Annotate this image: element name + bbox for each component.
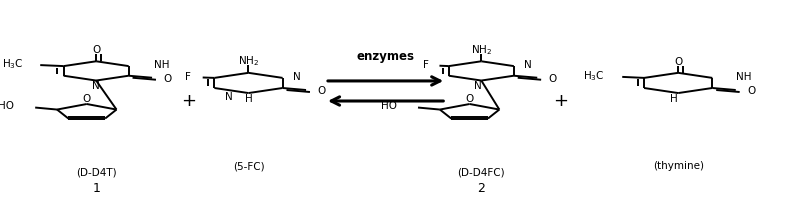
Text: H$_3$C: H$_3$C <box>2 57 24 71</box>
Text: 1: 1 <box>92 182 100 195</box>
Text: H$_3$C: H$_3$C <box>582 69 604 83</box>
Text: O: O <box>549 74 557 84</box>
Text: (D-D4T): (D-D4T) <box>76 167 117 177</box>
Text: N: N <box>524 60 532 70</box>
Text: (5-FC): (5-FC) <box>233 161 264 171</box>
Text: F: F <box>185 72 191 82</box>
Text: O: O <box>92 45 100 55</box>
Text: N: N <box>474 81 482 90</box>
Text: O: O <box>674 57 682 67</box>
Text: O: O <box>163 74 172 84</box>
Text: +: + <box>181 92 196 110</box>
Text: N: N <box>293 72 301 82</box>
Text: F: F <box>423 60 430 70</box>
Text: N: N <box>92 81 100 90</box>
Text: HO: HO <box>0 101 14 110</box>
Text: NH$_2$: NH$_2$ <box>238 54 259 68</box>
Text: O: O <box>747 86 755 96</box>
Text: (thymine): (thymine) <box>653 161 704 171</box>
Text: H: H <box>245 94 252 104</box>
Text: NH$_2$: NH$_2$ <box>470 43 492 57</box>
Text: 2: 2 <box>478 182 486 195</box>
Text: N: N <box>225 92 233 102</box>
Text: O: O <box>318 86 326 96</box>
Text: NH: NH <box>736 72 751 82</box>
Text: O: O <box>466 94 474 104</box>
Text: (D-D4FC): (D-D4FC) <box>458 167 505 177</box>
Text: O: O <box>82 94 91 104</box>
Text: HO: HO <box>381 101 397 110</box>
Text: NH: NH <box>154 60 169 70</box>
Text: enzymes: enzymes <box>356 50 414 63</box>
Text: H: H <box>670 94 678 104</box>
Text: +: + <box>554 92 569 110</box>
